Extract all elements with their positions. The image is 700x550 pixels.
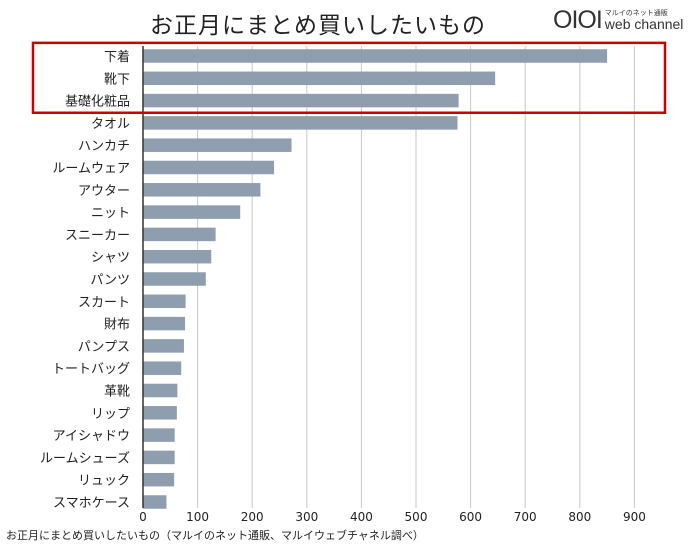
category-label: ニット	[91, 206, 130, 221]
bar	[143, 495, 167, 509]
category-label: 下着	[104, 49, 130, 65]
x-tick-label: 400	[350, 510, 373, 524]
category-label: スカート	[78, 295, 130, 310]
chart-caption: お正月にまとめ買いしたいもの（マルイのネット通販、マルイウェブチャネル調べ）	[6, 529, 424, 542]
x-tick-label: 200	[241, 510, 264, 524]
bar	[143, 227, 216, 242]
highlight-box	[31, 41, 667, 114]
category-label: ルームウェア	[52, 162, 130, 177]
x-tick-label: 500	[405, 510, 428, 524]
category-label: パンツ	[90, 273, 130, 288]
bar	[143, 450, 175, 465]
bar	[143, 406, 177, 420]
bar	[143, 71, 496, 86]
x-tick-label: 600	[459, 510, 482, 524]
bar	[143, 294, 186, 309]
category-label: スマホケース	[53, 496, 130, 511]
category-label: ルームシューズ	[40, 450, 130, 466]
category-label: リップ	[91, 407, 130, 422]
bar	[143, 383, 178, 398]
category-label: 靴下	[104, 72, 130, 87]
category-label: タオル	[91, 117, 130, 132]
logo-mark: OIOI	[553, 6, 603, 34]
category-label: トートバッグ	[52, 362, 130, 377]
bar	[143, 272, 206, 286]
category-label: 革靴	[104, 385, 130, 400]
x-tick-label: 300	[295, 510, 318, 524]
bar	[143, 428, 175, 442]
chart-title: お正月にまとめ買いしたいもの	[150, 13, 486, 39]
logo-subtitle: マルイのネット通販	[604, 9, 668, 17]
category-label: パンプス	[78, 340, 130, 355]
bar	[143, 183, 261, 197]
category-label: 基礎化粧品	[65, 95, 130, 110]
x-tick-label: 100	[186, 510, 209, 524]
category-label: シャツ	[91, 251, 130, 266]
bar	[143, 339, 184, 353]
bar	[143, 361, 182, 375]
bar	[143, 93, 459, 108]
category-label: ハンカチ	[78, 139, 130, 154]
bar	[143, 49, 608, 63]
bar	[143, 205, 241, 219]
bar	[143, 160, 275, 175]
bar	[143, 116, 458, 130]
x-tick-label: 700	[514, 510, 537, 524]
bar	[143, 138, 292, 152]
category-label: スニーカー	[65, 228, 130, 243]
category-label: アウター	[78, 184, 130, 199]
x-tick-label: 900	[623, 510, 646, 524]
bar	[143, 249, 212, 264]
bar	[143, 316, 186, 331]
category-label: アイシャドウ	[53, 429, 130, 444]
x-tick-label: 0	[139, 510, 147, 524]
category-label: リュック	[78, 474, 130, 489]
logo-main-text: web channel	[604, 16, 684, 32]
bar	[143, 472, 175, 487]
category-label: 財布	[104, 318, 130, 333]
x-tick-label: 800	[568, 510, 591, 524]
logo-text: マルイのネット通販 web channel	[604, 9, 684, 32]
logo: OIOI マルイのネット通販 web channel	[553, 8, 683, 33]
